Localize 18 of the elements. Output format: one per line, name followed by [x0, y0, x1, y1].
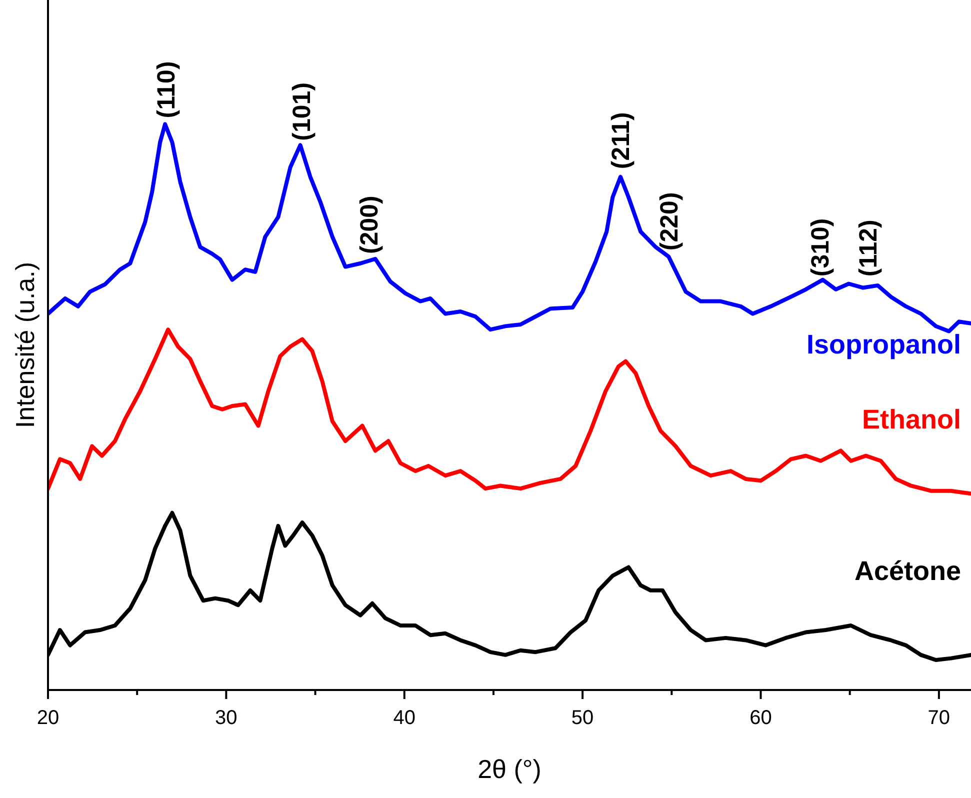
annotation: (310) — [806, 218, 835, 277]
x-tick-label: 60 — [750, 707, 772, 729]
x-tick-label: 20 — [36, 707, 60, 729]
series-label: Ethanol — [862, 404, 961, 435]
annotation: (220) — [656, 192, 684, 251]
series-label: Isopropanol — [806, 329, 961, 360]
x-tick-label: 70 — [928, 707, 950, 729]
x-axis-title: 2θ (°) — [478, 754, 542, 784]
annotation: (101) — [288, 82, 316, 141]
x-tick-label: 40 — [393, 707, 416, 729]
x-tick-label: 30 — [215, 707, 238, 729]
annotation: (211) — [606, 112, 635, 170]
series-label: Acétone — [854, 556, 961, 586]
annotation: (112) — [854, 220, 883, 277]
annotation: (200) — [356, 196, 384, 254]
y-axis-title: Intensité (u.a.) — [10, 262, 40, 428]
annotation: (110) — [152, 61, 181, 118]
x-tick-label: 50 — [571, 707, 594, 729]
